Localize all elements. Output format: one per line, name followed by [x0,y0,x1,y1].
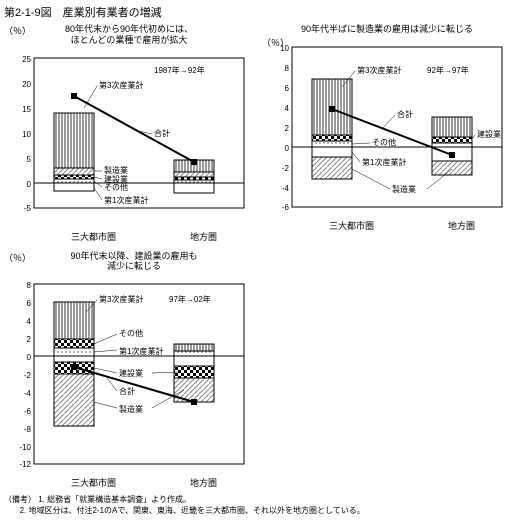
svg-text:第3次産業計: 第3次産業計 [99,80,143,90]
svg-text:-6: -6 [282,203,290,212]
chart-3-cat-0: 三大都市圏 [71,476,116,489]
svg-text:6: 6 [27,299,32,308]
svg-text:合計: 合計 [154,128,170,138]
svg-text:20: 20 [22,80,31,89]
chart-2-cat-1: 地方圏 [448,219,475,232]
svg-text:-5: -5 [24,204,32,213]
svg-text:2: 2 [27,335,32,344]
svg-text:6: 6 [285,84,290,93]
chart-3-title: 90年代末以降、建設業の雇用も 減少に転じる [4,251,264,273]
svg-text:第1次産業計: 第1次産業計 [362,157,406,167]
svg-text:1987年→92年: 1987年→92年 [154,65,205,75]
svg-text:-4: -4 [24,389,32,398]
svg-text:第1次産業計: 第1次産業計 [104,195,148,205]
svg-text:15: 15 [22,105,31,114]
chart-1-cat-1: 地方圏 [190,230,217,243]
svg-text:10: 10 [22,130,31,139]
chart-3-svg: 8 6 4 2 0 -2 -4 -6 -8 -10 -12 第3次産業計 [4,274,254,474]
svg-text:建設業: 建設業 [477,129,501,139]
chart-1: 80年代末から90年代初めには、 ほとんどの業種で雇用が拡大 （％） 25 20 1… [4,24,254,243]
svg-text:-2: -2 [282,164,290,173]
svg-text:92年→97年: 92年→97年 [427,65,469,75]
svg-text:その他: その他 [104,182,128,192]
svg-text:-2: -2 [24,371,32,380]
chart-1-cat-0: 三大都市圏 [71,230,116,243]
chart-3-y-unit: （％） [4,251,31,264]
svg-text:97年→02年: 97年→02年 [169,294,211,304]
chart-2: 90年代半ばに製造業の雇用は減少に転じる （％） 1086 420 -2-4-6 [262,24,512,243]
chart-1-svg: 25 20 15 10 5 0 -5 [4,48,254,228]
svg-text:0: 0 [27,353,32,362]
svg-text:合計: 合計 [119,386,135,396]
svg-text:25: 25 [22,55,31,64]
svg-text:第1次産業計: 第1次産業計 [119,346,163,356]
chart-2-title: 90年代半ばに製造業の雇用は減少に転じる [262,24,512,35]
page-title: 第2-1-9図 産業別有業者の増減 [4,4,524,20]
svg-text:-10: -10 [19,443,31,452]
svg-text:製造業: 製造業 [392,184,416,194]
chart-3: 90年代末以降、建設業の雇用も 減少に転じる （％） 8 6 4 2 0 -2 -4 -6… [4,251,264,490]
svg-text:2: 2 [285,124,290,133]
chart-1-y-unit: （％） [4,24,31,37]
svg-text:製造業: 製造業 [119,404,143,414]
svg-text:その他: その他 [119,328,143,338]
svg-text:4: 4 [27,317,32,326]
svg-text:第3次産業計: 第3次産業計 [357,65,401,75]
svg-text:8: 8 [27,281,32,290]
svg-text:-4: -4 [282,184,290,193]
svg-text:製造業: 製造業 [104,165,128,175]
svg-text:その他: その他 [372,137,396,147]
svg-text:第3次産業計: 第3次産業計 [99,294,143,304]
chart-2-cat-0: 三大都市圏 [329,219,374,232]
svg-text:8: 8 [285,64,290,73]
svg-text:-6: -6 [24,407,32,416]
footnote: （備考） 1. 総務省「就業構造基本調査」より作成。 2. 地域区分は、付注2-… [4,495,524,516]
chart-1-title: 80年代末から90年代初めには、 ほとんどの業種で雇用が拡大 [4,24,254,46]
svg-text:4: 4 [285,104,290,113]
svg-text:0: 0 [27,180,32,189]
svg-text:-12: -12 [19,460,31,469]
chart-2-svg: 1086 420 -2-4-6 [262,37,512,217]
svg-text:0: 0 [285,144,290,153]
svg-text:-8: -8 [24,425,32,434]
svg-text:建設業: 建設業 [119,368,143,378]
chart-2-y-unit: （％） [262,36,289,49]
svg-text:合計: 合計 [397,109,413,119]
chart-3-cat-1: 地方圏 [190,476,217,489]
svg-text:5: 5 [27,155,32,164]
